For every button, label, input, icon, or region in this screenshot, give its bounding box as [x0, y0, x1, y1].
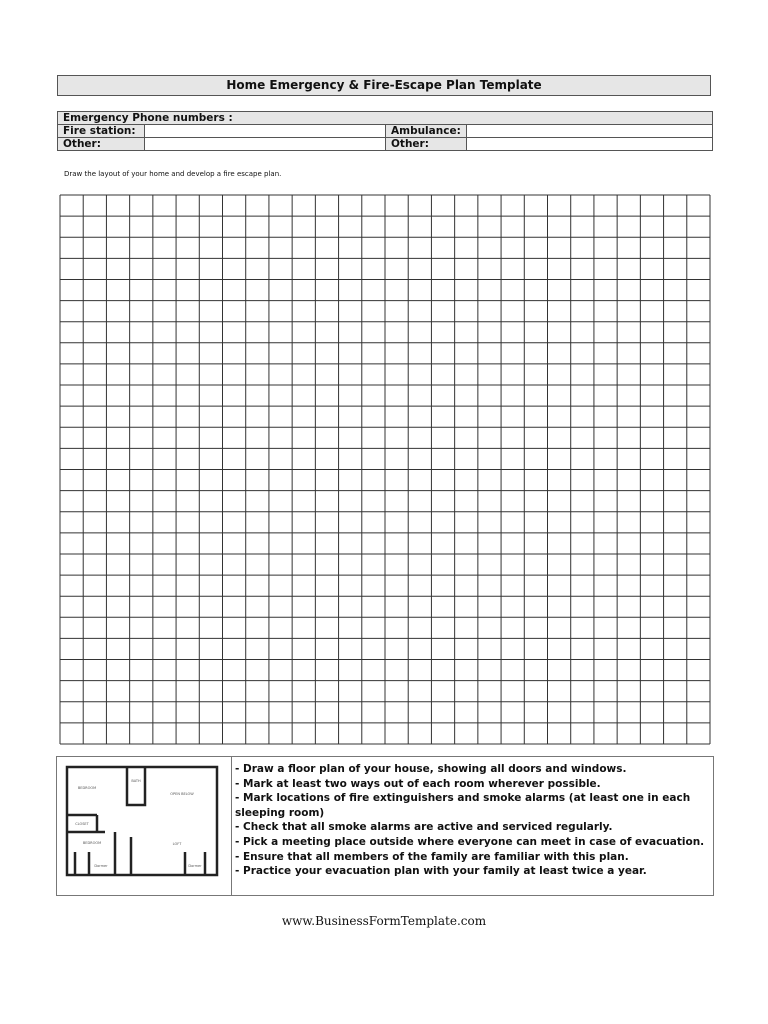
footer-url: www.BusinessFormTemplate.com — [281, 914, 487, 928]
room-label: Dormer — [188, 864, 202, 868]
fire-station-field[interactable] — [144, 124, 386, 138]
tip-item: - Mark locations of fire extinguishers a… — [235, 792, 691, 819]
other-label-2: Other: — [385, 137, 467, 151]
page-title: Home Emergency & Fire-Escape Plan Templa… — [57, 75, 711, 96]
tip-item: - Pick a meeting place outside where eve… — [235, 835, 705, 848]
room-label: BEDROOM — [83, 841, 101, 845]
room-label: BEDROOM — [78, 786, 96, 790]
tip-item: - Ensure that all members of the family … — [235, 850, 629, 863]
tip-item: - Draw a floor plan of your house, showi… — [235, 763, 627, 775]
room-label: LOFT — [173, 842, 183, 846]
tip-item: - Check that all smoke alarms are active… — [235, 821, 613, 834]
tips-list: - Draw a floor plan of your house, showi… — [235, 762, 705, 879]
phone-table-header: Emergency Phone numbers : — [57, 111, 713, 125]
tip-item: - Mark at least two ways out of each roo… — [235, 777, 601, 790]
sample-floor-plan: BEDROOM BATH OPEN BELOW CLOSET BEDROOM L… — [57, 757, 232, 895]
room-label: OPEN BELOW — [170, 792, 194, 796]
tip-item: - Practice your evacuation plan with you… — [235, 865, 647, 878]
tips-section: BEDROOM BATH OPEN BELOW CLOSET BEDROOM L… — [56, 756, 714, 896]
ambulance-field[interactable] — [465, 124, 714, 138]
emergency-phone-table: Emergency Phone numbers : Fire station: … — [57, 111, 714, 151]
other-field-1[interactable] — [144, 137, 386, 151]
drawing-grid[interactable] — [59, 194, 711, 745]
fire-station-label: Fire station: — [57, 124, 145, 138]
room-label: Dormer — [94, 864, 108, 868]
other-label-1: Other: — [57, 137, 145, 151]
ambulance-label: Ambulance: — [385, 124, 467, 138]
other-field-2[interactable] — [465, 137, 714, 151]
drawing-instruction: Draw the layout of your home and develop… — [64, 170, 282, 178]
room-label: CLOSET — [75, 822, 89, 826]
floor-plan-image: BEDROOM BATH OPEN BELOW CLOSET BEDROOM L… — [65, 765, 219, 877]
room-label: BATH — [131, 779, 141, 783]
